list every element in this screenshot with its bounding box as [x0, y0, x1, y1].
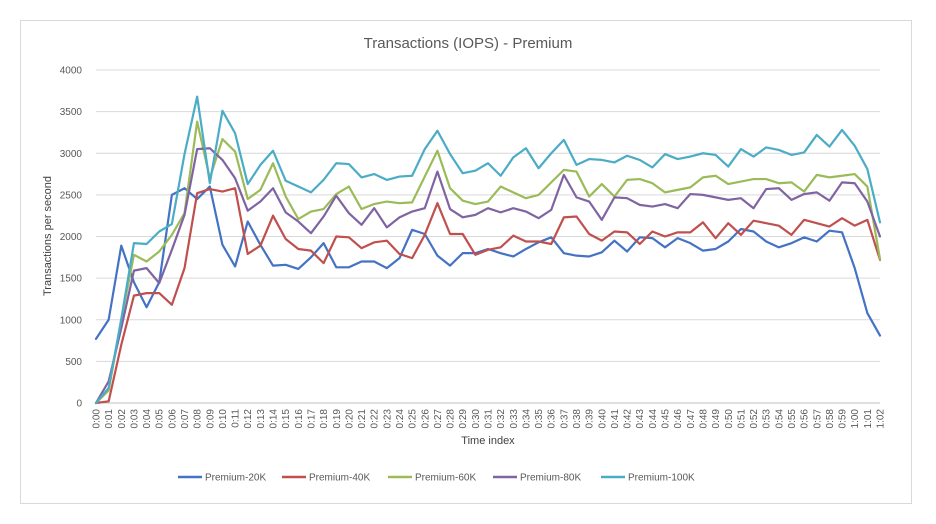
x-tick-label: 0:35	[534, 409, 545, 429]
series-line-premium-80k	[94, 147, 882, 405]
x-tick-label: 0:15	[281, 409, 292, 429]
gridlines	[96, 69, 880, 404]
x-tick-label: 0:21	[357, 409, 368, 429]
x-tick-label: 0:29	[458, 409, 469, 429]
x-tick-label: 0:16	[294, 409, 305, 429]
x-tick-label: 0:28	[446, 409, 457, 429]
x-tick-label: 0:55	[787, 409, 798, 429]
x-tick-label: 0:23	[382, 409, 393, 429]
legend-label: Premium-60K	[415, 473, 476, 484]
x-tick-label: 0:10	[218, 409, 229, 429]
y-tick-label: 1500	[60, 274, 83, 285]
x-tick-label: 0:31	[484, 409, 495, 429]
x-tick-label: 0:13	[256, 409, 267, 429]
y-tick-label: 3000	[60, 149, 83, 160]
chart-frame	[20, 20, 912, 504]
legend-label: Premium-100K	[628, 473, 695, 484]
x-tick-label: 0:50	[724, 409, 735, 429]
x-tick-label: 0:08	[193, 409, 204, 429]
x-tick-label: 0:58	[825, 409, 836, 429]
x-tick-label: 0:39	[585, 409, 596, 429]
x-tick-label: 0:25	[408, 409, 419, 429]
x-tick-label: 0:56	[800, 409, 811, 429]
y-axis-label: Transactions per second	[42, 176, 54, 296]
x-tick-label: 0:18	[319, 409, 330, 429]
x-tick-label: 0:49	[711, 409, 722, 429]
y-tick-label: 2000	[60, 232, 83, 243]
y-tick-label: 3500	[60, 107, 83, 118]
x-tick-label: 0:43	[635, 409, 646, 429]
series-line-premium-60k	[94, 120, 882, 405]
x-tick-label: 0:53	[762, 409, 773, 429]
y-tick-label: 1000	[60, 315, 83, 326]
x-tick-label: 0:48	[698, 409, 709, 429]
x-tick-label: 0:07	[180, 409, 191, 429]
x-tick-label: 0:41	[610, 409, 621, 429]
x-tick-label: 1:00	[850, 409, 861, 429]
series-lines	[94, 95, 882, 405]
x-axis-ticks: 0:00 0:01 0:02 0:03 0:04 0:05 0:06 0:07 0:08 0:09…	[92, 409, 887, 429]
x-tick-label: 0:36	[547, 409, 558, 429]
legend-label: Premium-20K	[205, 473, 266, 484]
x-tick-label: 0:54	[774, 409, 785, 429]
series-line-premium-100k	[94, 95, 882, 405]
x-tick-label: 0:33	[509, 409, 520, 429]
x-tick-label: 0:59	[838, 409, 849, 429]
y-tick-label: 500	[65, 357, 82, 368]
x-tick-label: 0:22	[370, 409, 381, 429]
x-tick-label: 0:19	[332, 409, 343, 429]
x-tick-label: 0:47	[686, 409, 697, 429]
x-tick-label: 0:17	[306, 409, 317, 429]
x-tick-label: 0:04	[142, 409, 153, 429]
series-line-premium-40k	[94, 187, 882, 405]
x-tick-label: 0:11	[231, 409, 242, 428]
x-tick-label: 0:44	[648, 409, 659, 429]
y-tick-label: 4000	[60, 66, 83, 77]
x-tick-label: 0:42	[623, 409, 634, 429]
x-tick-label: 0:20	[344, 409, 355, 429]
x-tick-label: 0:01	[104, 409, 115, 429]
legend-label: Premium-80K	[520, 473, 581, 484]
x-tick-label: 0:03	[129, 409, 140, 429]
x-tick-label: 0:06	[167, 409, 178, 429]
x-tick-label: 0:30	[471, 409, 482, 429]
x-tick-label: 0:40	[597, 409, 608, 429]
x-tick-label: 0:27	[433, 409, 444, 429]
chart-title: Transactions (IOPS) - Premium	[364, 35, 573, 52]
x-tick-label: 0:00	[92, 409, 103, 429]
legend: Premium-20K Premium-40K Premium-60K Premium…	[178, 473, 695, 484]
y-tick-label: 0	[76, 399, 82, 410]
y-tick-label: 2500	[60, 190, 83, 201]
x-tick-label: 0:14	[269, 409, 280, 429]
x-tick-label: 1:01	[863, 409, 874, 429]
x-tick-label: 0:38	[572, 409, 583, 429]
x-tick-label: 0:05	[155, 409, 166, 429]
x-axis-label: Time index	[461, 435, 515, 447]
x-tick-label: 0:09	[205, 409, 216, 429]
x-tick-label: 0:26	[420, 409, 431, 429]
legend-label: Premium-40K	[309, 473, 370, 484]
x-tick-label: 0:24	[395, 409, 406, 429]
x-tick-label: 0:46	[673, 409, 684, 429]
x-tick-label: 0:45	[661, 409, 672, 429]
x-tick-label: 1:02	[876, 409, 887, 429]
x-tick-label: 0:37	[559, 409, 570, 429]
y-axis-ticks: 0 500 1000 1500 2000 2500 3000 3500 4000	[60, 66, 83, 410]
x-tick-label: 0:12	[243, 409, 254, 429]
x-tick-label: 0:32	[496, 409, 507, 429]
x-tick-label: 0:02	[117, 409, 128, 429]
x-tick-label: 0:52	[749, 409, 760, 429]
x-tick-label: 0:57	[812, 409, 823, 429]
x-tick-label: 0:34	[521, 409, 532, 429]
x-tick-label: 0:51	[736, 409, 747, 429]
